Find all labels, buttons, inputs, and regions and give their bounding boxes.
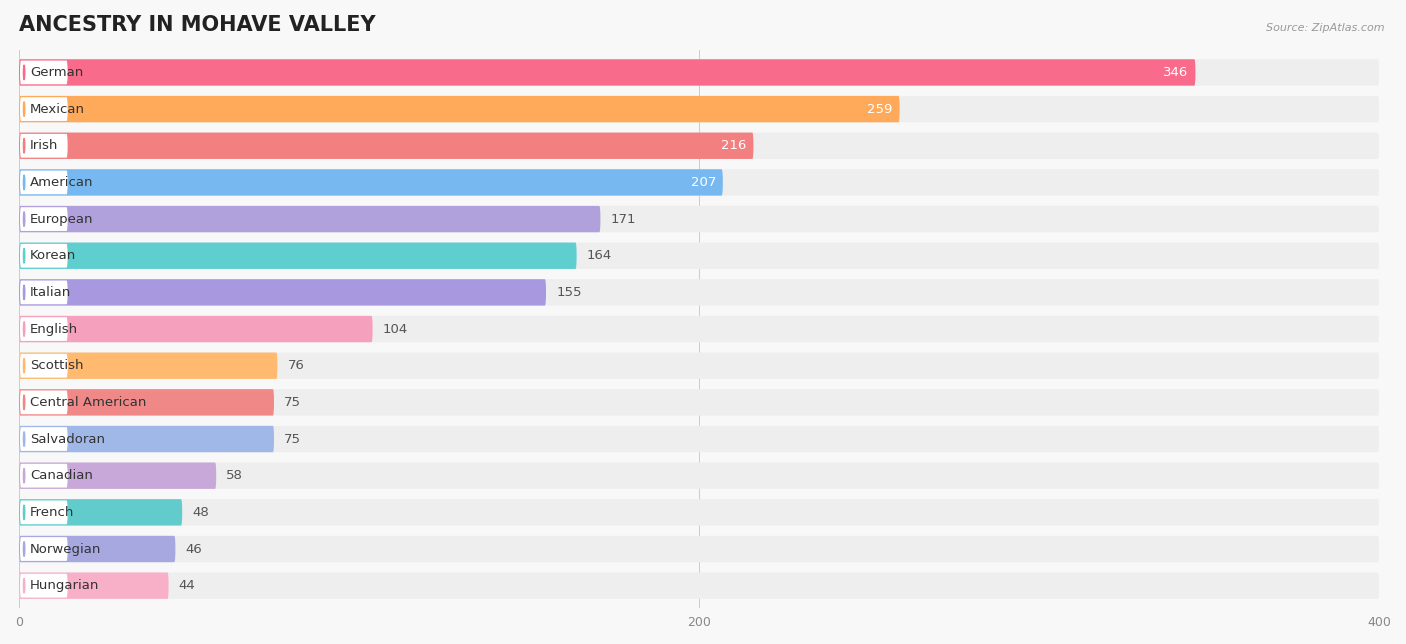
Text: Scottish: Scottish bbox=[30, 359, 83, 372]
Text: Mexican: Mexican bbox=[30, 102, 84, 116]
FancyBboxPatch shape bbox=[20, 206, 1379, 232]
FancyBboxPatch shape bbox=[20, 426, 1379, 452]
FancyBboxPatch shape bbox=[20, 279, 546, 306]
FancyBboxPatch shape bbox=[20, 573, 1379, 599]
FancyBboxPatch shape bbox=[20, 169, 1379, 196]
FancyBboxPatch shape bbox=[20, 316, 373, 342]
Text: 164: 164 bbox=[586, 249, 612, 262]
FancyBboxPatch shape bbox=[20, 244, 67, 268]
FancyBboxPatch shape bbox=[20, 134, 67, 158]
FancyBboxPatch shape bbox=[20, 97, 67, 121]
Text: 207: 207 bbox=[690, 176, 716, 189]
Text: Irish: Irish bbox=[30, 139, 58, 152]
Text: 346: 346 bbox=[1163, 66, 1188, 79]
Text: European: European bbox=[30, 213, 93, 225]
FancyBboxPatch shape bbox=[20, 427, 67, 451]
FancyBboxPatch shape bbox=[20, 206, 600, 232]
FancyBboxPatch shape bbox=[20, 243, 576, 269]
FancyBboxPatch shape bbox=[20, 500, 67, 524]
FancyBboxPatch shape bbox=[20, 389, 274, 415]
FancyBboxPatch shape bbox=[20, 316, 1379, 342]
Text: 259: 259 bbox=[868, 102, 893, 116]
Text: French: French bbox=[30, 506, 75, 519]
FancyBboxPatch shape bbox=[20, 96, 900, 122]
Text: Central American: Central American bbox=[30, 396, 146, 409]
Text: Canadian: Canadian bbox=[30, 469, 93, 482]
FancyBboxPatch shape bbox=[20, 536, 1379, 562]
Text: 75: 75 bbox=[284, 433, 301, 446]
FancyBboxPatch shape bbox=[20, 462, 217, 489]
Text: 216: 216 bbox=[721, 139, 747, 152]
FancyBboxPatch shape bbox=[20, 171, 67, 194]
FancyBboxPatch shape bbox=[20, 573, 169, 599]
FancyBboxPatch shape bbox=[20, 574, 67, 598]
Text: Italian: Italian bbox=[30, 286, 72, 299]
FancyBboxPatch shape bbox=[20, 279, 1379, 306]
FancyBboxPatch shape bbox=[20, 462, 1379, 489]
FancyBboxPatch shape bbox=[20, 59, 1195, 86]
FancyBboxPatch shape bbox=[20, 536, 176, 562]
FancyBboxPatch shape bbox=[20, 133, 1379, 159]
FancyBboxPatch shape bbox=[20, 426, 274, 452]
FancyBboxPatch shape bbox=[20, 354, 67, 377]
Text: Salvadoran: Salvadoran bbox=[30, 433, 105, 446]
Text: ANCESTRY IN MOHAVE VALLEY: ANCESTRY IN MOHAVE VALLEY bbox=[20, 15, 375, 35]
Text: Norwegian: Norwegian bbox=[30, 542, 101, 556]
Text: 44: 44 bbox=[179, 579, 195, 592]
Text: 171: 171 bbox=[610, 213, 636, 225]
FancyBboxPatch shape bbox=[20, 243, 1379, 269]
Text: Source: ZipAtlas.com: Source: ZipAtlas.com bbox=[1267, 23, 1385, 33]
FancyBboxPatch shape bbox=[20, 352, 1379, 379]
FancyBboxPatch shape bbox=[20, 464, 67, 488]
Text: German: German bbox=[30, 66, 83, 79]
FancyBboxPatch shape bbox=[20, 390, 67, 414]
FancyBboxPatch shape bbox=[20, 317, 67, 341]
Text: 76: 76 bbox=[288, 359, 305, 372]
FancyBboxPatch shape bbox=[20, 499, 183, 526]
FancyBboxPatch shape bbox=[20, 133, 754, 159]
Text: American: American bbox=[30, 176, 93, 189]
Text: English: English bbox=[30, 323, 77, 336]
FancyBboxPatch shape bbox=[20, 96, 1379, 122]
Text: 58: 58 bbox=[226, 469, 243, 482]
Text: 48: 48 bbox=[193, 506, 209, 519]
FancyBboxPatch shape bbox=[20, 61, 67, 84]
FancyBboxPatch shape bbox=[20, 389, 1379, 415]
FancyBboxPatch shape bbox=[20, 169, 723, 196]
FancyBboxPatch shape bbox=[20, 281, 67, 304]
Text: 155: 155 bbox=[557, 286, 582, 299]
FancyBboxPatch shape bbox=[20, 352, 277, 379]
Text: 104: 104 bbox=[382, 323, 408, 336]
Text: Korean: Korean bbox=[30, 249, 76, 262]
FancyBboxPatch shape bbox=[20, 499, 1379, 526]
FancyBboxPatch shape bbox=[20, 207, 67, 231]
FancyBboxPatch shape bbox=[20, 537, 67, 561]
Text: 75: 75 bbox=[284, 396, 301, 409]
Text: 46: 46 bbox=[186, 542, 202, 556]
Text: Hungarian: Hungarian bbox=[30, 579, 100, 592]
FancyBboxPatch shape bbox=[20, 59, 1379, 86]
